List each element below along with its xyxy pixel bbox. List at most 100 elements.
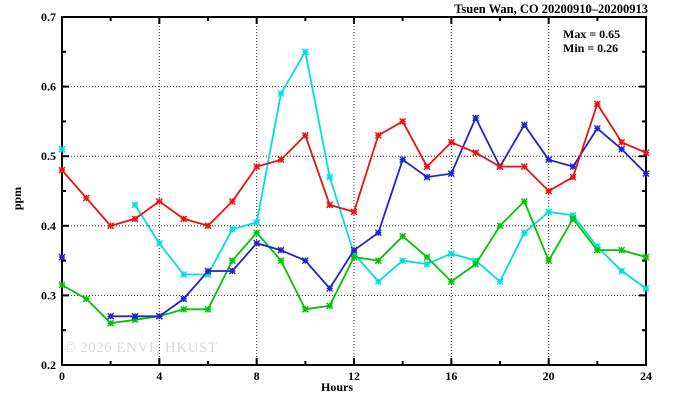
blue-series-marker bbox=[253, 239, 261, 247]
red-series-marker bbox=[155, 197, 163, 205]
cyan-series-marker bbox=[131, 201, 139, 209]
chart-title: Tsuen Wan, CO 20200910–20200913 bbox=[454, 2, 648, 16]
watermark: © 2026 ENVF, HKUST bbox=[64, 340, 218, 356]
red-series-marker bbox=[520, 163, 528, 171]
y-tick-label: 0.6 bbox=[41, 80, 56, 94]
cyan-series-line bbox=[134, 49, 647, 290]
blue-series-marker bbox=[228, 267, 236, 275]
blue-series-marker bbox=[593, 124, 601, 132]
blue-series-marker bbox=[423, 173, 431, 181]
red-series-marker bbox=[131, 215, 139, 223]
cyan-series-marker bbox=[496, 277, 504, 285]
blue-series-marker bbox=[131, 312, 139, 320]
y-axis-title: ppm bbox=[10, 186, 25, 211]
y-tick-label: 0.4 bbox=[41, 219, 56, 233]
x-tick-label: 16 bbox=[445, 369, 457, 383]
blue-series-line bbox=[110, 115, 647, 318]
green-series-marker bbox=[374, 257, 382, 265]
red-series-marker bbox=[350, 208, 358, 216]
green-series-marker bbox=[277, 257, 285, 265]
cyan-series-marker bbox=[520, 229, 528, 237]
blue-series-marker bbox=[326, 284, 334, 292]
cyan-series-marker bbox=[204, 271, 212, 279]
x-tick-label: 4 bbox=[156, 369, 162, 383]
blue-series-marker bbox=[618, 145, 626, 153]
green-series-marker bbox=[82, 295, 90, 303]
blue-series-marker bbox=[374, 229, 382, 237]
blue-series-marker bbox=[399, 156, 407, 164]
blue-series-marker bbox=[642, 170, 650, 178]
cyan-series-marker bbox=[569, 211, 577, 219]
red-series-marker bbox=[496, 163, 504, 171]
x-tick-label: 20 bbox=[543, 369, 555, 383]
green-series-marker bbox=[423, 253, 431, 261]
x-tick-label: 12 bbox=[348, 369, 360, 383]
cyan-series-marker bbox=[277, 90, 285, 98]
green-series-marker bbox=[131, 316, 139, 324]
green-series-marker bbox=[228, 257, 236, 265]
red-series-marker bbox=[423, 163, 431, 171]
cyan-series-marker bbox=[58, 145, 66, 153]
cyan-series-marker bbox=[374, 277, 382, 285]
max-value-label: Max = 0.65 bbox=[563, 27, 621, 41]
blue-series-marker bbox=[155, 312, 163, 320]
red-series-marker bbox=[301, 131, 309, 139]
red-series-marker bbox=[545, 187, 553, 195]
x-tick-label: 24 bbox=[640, 369, 652, 383]
cyan-series-marker bbox=[253, 218, 261, 226]
red-series-marker bbox=[180, 215, 188, 223]
max-min-annotation: Max = 0.65 Min = 0.26 bbox=[563, 27, 620, 55]
cyan-series-marker bbox=[618, 267, 626, 275]
green-series-marker bbox=[350, 253, 358, 261]
red-series-marker bbox=[107, 222, 115, 230]
blue-series-marker bbox=[472, 114, 480, 122]
red-series-marker bbox=[472, 149, 480, 157]
red-series-marker bbox=[204, 222, 212, 230]
blue-series-marker bbox=[58, 253, 66, 261]
cyan-series-marker bbox=[155, 239, 163, 247]
red-series-marker bbox=[399, 117, 407, 125]
y-tick-label: 0.3 bbox=[41, 288, 56, 302]
red-series-marker bbox=[58, 166, 66, 174]
red-series-marker bbox=[82, 194, 90, 202]
cyan-series-marker bbox=[326, 173, 334, 181]
red-series-marker bbox=[253, 163, 261, 171]
cyan-series-marker bbox=[423, 260, 431, 268]
y-tick-label: 0.5 bbox=[41, 149, 56, 163]
green-series-marker bbox=[253, 229, 261, 237]
cyan-series-marker bbox=[301, 48, 309, 56]
red-series-marker bbox=[593, 100, 601, 108]
cyan-series-marker bbox=[472, 257, 480, 265]
red-series-marker bbox=[569, 173, 577, 181]
red-series-marker bbox=[642, 149, 650, 157]
green-series-marker bbox=[107, 319, 115, 327]
green-series-line bbox=[61, 199, 647, 325]
red-series-marker bbox=[447, 138, 455, 146]
cyan-series-marker bbox=[180, 271, 188, 279]
green-series-marker bbox=[58, 281, 66, 289]
y-tick-label: 0.7 bbox=[41, 10, 56, 24]
cyan-series-marker bbox=[545, 208, 553, 216]
blue-series-marker bbox=[204, 267, 212, 275]
blue-series-marker bbox=[277, 246, 285, 254]
blue-series-marker bbox=[350, 246, 358, 254]
green-series-marker bbox=[642, 253, 650, 261]
cyan-series-marker bbox=[228, 225, 236, 233]
x-axis-title: Hours bbox=[320, 380, 353, 394]
green-series-marker bbox=[496, 222, 504, 230]
blue-series-marker bbox=[301, 257, 309, 265]
cyan-series-marker bbox=[447, 250, 455, 258]
blue-series-marker bbox=[180, 295, 188, 303]
green-series-marker bbox=[399, 232, 407, 240]
y-tick-label: 0.2 bbox=[41, 358, 56, 372]
green-series-marker bbox=[545, 257, 553, 265]
green-series-marker bbox=[618, 246, 626, 254]
red-series-marker bbox=[228, 197, 236, 205]
red-series-marker bbox=[374, 131, 382, 139]
green-series-marker bbox=[447, 277, 455, 285]
green-series-marker bbox=[593, 246, 601, 254]
green-series-marker bbox=[326, 302, 334, 310]
blue-series-marker bbox=[107, 312, 115, 320]
red-series-marker bbox=[326, 201, 334, 209]
